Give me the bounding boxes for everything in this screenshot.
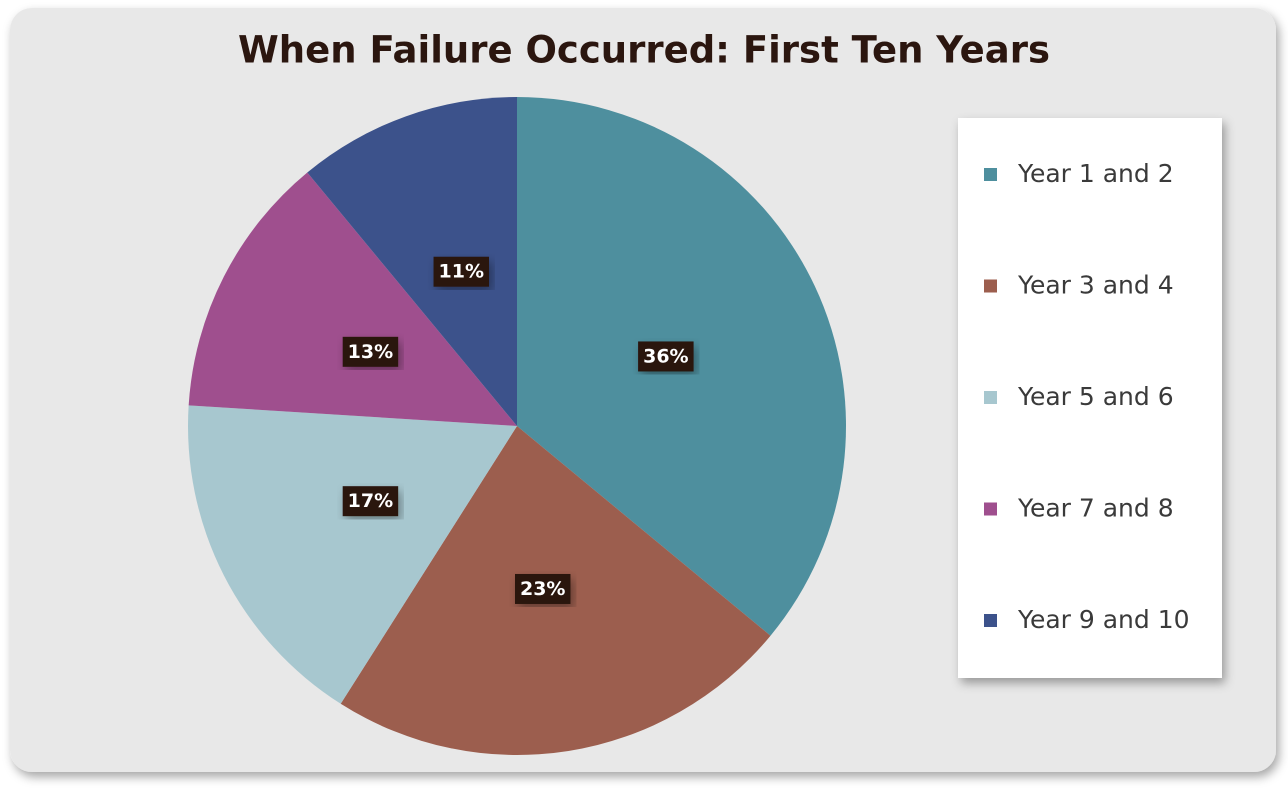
data-label: 23% <box>520 578 565 600</box>
data-label-box <box>342 336 399 367</box>
legend-swatch <box>984 614 997 627</box>
legend-swatch <box>984 279 997 293</box>
data-label-box <box>638 341 694 372</box>
legend-label: Year 1 and 2 <box>1017 159 1174 188</box>
legend-swatch <box>984 168 997 181</box>
pie-slice <box>187 405 517 704</box>
pie-slice <box>188 172 517 426</box>
data-label: 13% <box>348 341 393 363</box>
data-label: 36% <box>643 345 688 367</box>
legend-label: Year 5 and 6 <box>1017 382 1174 411</box>
data-label-box <box>433 256 490 287</box>
legend <box>958 118 1222 678</box>
legend-label: Year 3 and 4 <box>1017 271 1174 300</box>
legend-label: Year 9 and 10 <box>1017 605 1190 634</box>
legend-label: Year 7 and 8 <box>1017 494 1174 523</box>
data-label: 17% <box>348 490 393 512</box>
data-label-box <box>514 573 571 604</box>
pie: 36% 23% 17% 13% 11% <box>187 97 846 755</box>
legend-swatch <box>984 502 997 516</box>
chart-title: When Failure Occurred: First Ten Years <box>238 29 1050 72</box>
legend-swatch <box>984 391 997 404</box>
data-label-box <box>342 486 399 517</box>
data-label: 11% <box>439 261 484 283</box>
legend-items: Year 1 and 2 Year 3 and 4 Year 5 and 6 Year… <box>984 159 1190 634</box>
pie-slice <box>307 97 517 426</box>
